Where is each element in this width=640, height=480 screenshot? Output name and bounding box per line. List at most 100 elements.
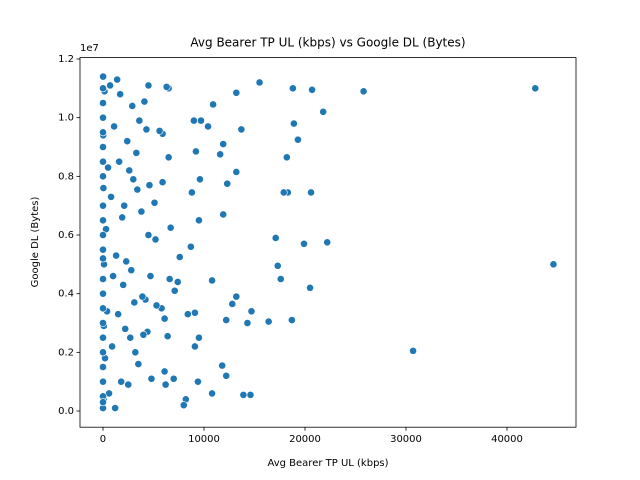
point [288, 84, 297, 93]
point [222, 316, 231, 324]
point [114, 310, 123, 319]
point [273, 261, 282, 270]
point [232, 168, 241, 176]
point [99, 72, 107, 81]
point [306, 283, 314, 292]
point [108, 342, 116, 351]
point [247, 307, 256, 316]
point [99, 333, 107, 342]
point [107, 192, 115, 201]
point [164, 153, 173, 162]
point [144, 231, 153, 239]
point [146, 272, 155, 280]
point [204, 122, 212, 131]
x-tick-label: 10000 [188, 434, 220, 445]
point [127, 266, 136, 275]
point [307, 188, 315, 197]
point [135, 116, 144, 125]
point [132, 148, 141, 157]
point [531, 84, 540, 93]
point [308, 85, 316, 94]
point [99, 398, 107, 407]
point [191, 342, 199, 351]
point [161, 380, 170, 389]
point [142, 125, 151, 134]
point [111, 404, 120, 412]
point [124, 380, 133, 389]
point [128, 102, 137, 110]
point [289, 119, 298, 128]
point [117, 377, 126, 386]
point [163, 332, 172, 341]
point [145, 181, 154, 190]
point [169, 374, 178, 383]
point [195, 216, 203, 225]
x-axis-label: Avg Bearer TP UL (kbps) [267, 458, 388, 469]
point [179, 401, 188, 410]
chart-title: Avg Bearer TP UL (kbps) vs Google DL (By… [190, 36, 465, 50]
point [359, 87, 368, 96]
x-tick-label: 30000 [390, 434, 422, 445]
y-offset-label: 1e7 [80, 43, 99, 54]
point [166, 223, 175, 232]
point [222, 371, 231, 380]
point [99, 84, 107, 93]
y-tick-label: 1.0 [58, 113, 74, 124]
point [150, 198, 159, 207]
x-tick-label: 20000 [289, 434, 321, 445]
point [130, 298, 139, 307]
point [239, 390, 248, 399]
point [287, 316, 296, 324]
point [152, 301, 161, 310]
point [138, 292, 147, 301]
point [243, 319, 252, 327]
point [191, 308, 199, 317]
axes-frame [79, 57, 577, 428]
point [196, 175, 204, 184]
point [99, 184, 108, 192]
point [158, 178, 167, 187]
point [187, 188, 196, 197]
point [99, 377, 107, 386]
point [110, 122, 119, 131]
point [223, 179, 232, 188]
point [219, 210, 228, 219]
point [279, 188, 288, 197]
point [208, 276, 216, 285]
point [120, 201, 129, 210]
x-tick-label: 0 [100, 434, 106, 445]
point [255, 78, 264, 87]
point [144, 81, 153, 90]
point [109, 272, 117, 280]
point [99, 363, 107, 371]
point [99, 275, 107, 283]
point [126, 333, 135, 342]
point [197, 116, 205, 125]
point [99, 348, 107, 357]
point [137, 207, 146, 216]
point [131, 348, 140, 357]
point [99, 143, 107, 151]
point [118, 213, 127, 222]
point [246, 390, 255, 399]
point [115, 157, 124, 166]
point [232, 88, 241, 97]
point [99, 113, 107, 122]
point [276, 275, 285, 283]
point [208, 389, 216, 398]
point [194, 377, 202, 386]
point [99, 304, 107, 313]
point [271, 234, 280, 242]
point [140, 97, 149, 106]
point [175, 253, 184, 261]
point [134, 360, 143, 368]
point [216, 150, 225, 159]
point [151, 235, 160, 244]
point [121, 324, 130, 333]
point [119, 280, 128, 289]
point [219, 140, 228, 148]
point [549, 260, 558, 269]
point [139, 330, 148, 339]
